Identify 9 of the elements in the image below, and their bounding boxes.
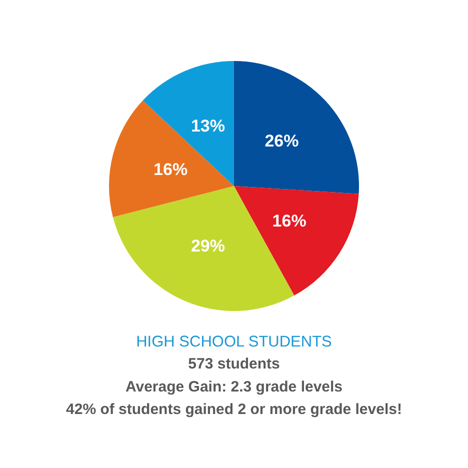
data-label: 13%: [190, 116, 225, 136]
data-label: 16%: [272, 212, 306, 231]
text: Average Gain: 2.3 grade levels: [125, 378, 343, 396]
data-label: 26%: [264, 132, 299, 151]
text: 42% of students gained 2 or more grade levels!: [66, 401, 402, 418]
text: HIGH SCHOOL STUDENTS: [136, 334, 332, 350]
data-label: 16%: [154, 160, 188, 180]
text: 573 students: [188, 356, 280, 373]
data-label: 29%: [190, 236, 225, 256]
